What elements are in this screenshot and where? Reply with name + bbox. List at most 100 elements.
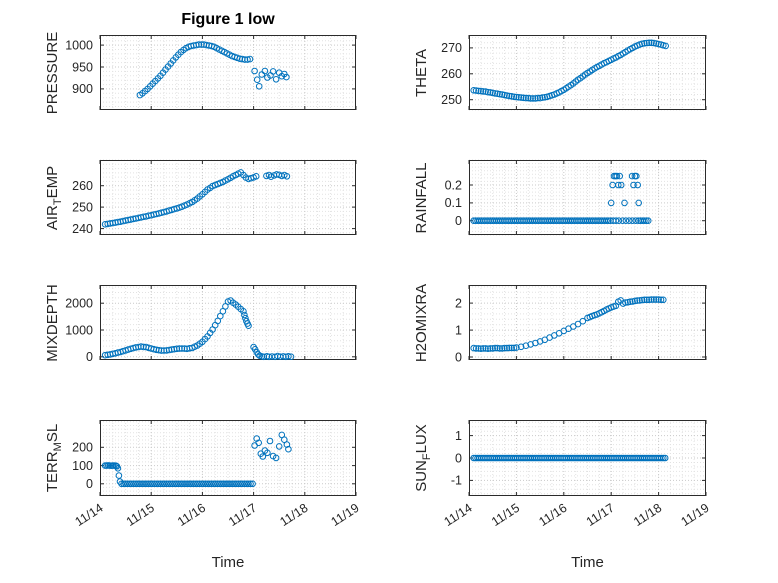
y-axis-label-sub: T	[52, 197, 64, 205]
svg-text:1000: 1000	[65, 38, 93, 52]
figure-title: Figure 1 low	[181, 11, 275, 28]
subplot-sunflux: -1 0 1 11/14 11/15 11/16 11/17 11/18 11/19 SUNFL…	[413, 420, 712, 529]
plot-area: 250 260 270	[441, 35, 707, 111]
svg-text:240: 240	[72, 222, 93, 236]
tick-labels: 900 950 1000	[65, 38, 93, 96]
tick-labels: 240 250 260	[72, 179, 93, 236]
y-axis-label-text: SUN	[413, 460, 430, 492]
svg-text:0: 0	[455, 451, 462, 465]
plot-area: 0 1 2	[455, 285, 707, 364]
axes-frame	[468, 285, 707, 360]
y-axis-label-text: TERR	[44, 451, 61, 493]
data-points	[470, 296, 667, 353]
y-axis-label-text: SL	[44, 423, 61, 443]
subplot-terrmsl: 0 100 200 11/14 11/15 11/16 11/17 11/18 11/19 TE…	[44, 420, 362, 529]
axes-frame	[99, 420, 357, 496]
grid	[100, 159, 356, 235]
tick-labels: 0 0.1 0.2	[445, 178, 462, 228]
data-points	[470, 172, 652, 225]
grid	[100, 420, 356, 496]
y-axis-label: AIRTEMP	[44, 165, 64, 229]
svg-text:0: 0	[86, 350, 93, 364]
grid	[100, 35, 356, 110]
tick-labels: 250 260 270	[441, 41, 462, 107]
y-axis-label-sub: F	[421, 453, 433, 461]
axes-frame	[99, 285, 357, 360]
svg-text:11/18: 11/18	[631, 501, 664, 529]
svg-text:0.1: 0.1	[445, 196, 462, 210]
svg-text:250: 250	[441, 93, 462, 107]
axes-frame	[99, 35, 357, 110]
grid	[469, 159, 706, 236]
svg-text:1000: 1000	[65, 323, 93, 337]
y-axis-label-sub: M	[52, 442, 64, 452]
svg-text:11/17: 11/17	[584, 501, 617, 529]
tick-labels: 0 1 2	[455, 296, 462, 364]
y-axis-label-text: RAINFALL	[413, 162, 430, 233]
x-axis-label: Time	[571, 554, 604, 571]
y-axis-label: TERRMSL	[44, 424, 64, 492]
svg-text:11/15: 11/15	[124, 501, 157, 529]
svg-text:2: 2	[455, 296, 462, 310]
grid	[469, 35, 706, 111]
subplot-theta: 250 260 270 THETA	[413, 35, 707, 111]
svg-text:11/19: 11/19	[329, 501, 362, 529]
svg-text:11/18: 11/18	[277, 501, 310, 529]
tick-labels: 0 1000 2000	[65, 297, 93, 365]
y-axis-label-text: EMP	[44, 165, 61, 198]
svg-text:250: 250	[72, 200, 93, 214]
svg-text:2000: 2000	[65, 297, 93, 311]
svg-text:900: 900	[72, 82, 93, 96]
y-axis-label: MIXDEPTH	[44, 284, 64, 362]
x-axis-label: Time	[211, 554, 245, 571]
svg-text:270: 270	[441, 41, 462, 55]
axes-frame	[468, 160, 707, 235]
y-axis-label-text: AIR	[44, 204, 61, 230]
data-points	[470, 454, 669, 462]
svg-text:1: 1	[455, 323, 462, 337]
y-axis-label-text: H2OMIXRA	[413, 283, 430, 362]
y-axis-label-text: LUX	[413, 424, 430, 454]
y-axis-label-text: MIXDEPTH	[44, 283, 61, 362]
y-axis-label: THETA	[413, 48, 433, 96]
data-points	[101, 169, 291, 228]
subplot-pressure: 900 950 1000 PRESSURE	[44, 31, 357, 114]
svg-text:11/15: 11/15	[489, 501, 522, 529]
data-points	[101, 431, 292, 488]
data-points	[470, 39, 669, 102]
axes-frame	[468, 420, 707, 496]
svg-text:11/14: 11/14	[442, 501, 475, 529]
grid	[100, 285, 356, 360]
svg-text:0: 0	[86, 477, 93, 491]
y-axis-label-text: THETA	[413, 48, 430, 97]
plot-area: 0 100 200 11/14 11/15 11/16 11/17 11/18 11/19	[72, 420, 362, 529]
plot-area: 0 1000 2000	[65, 285, 357, 364]
y-axis-label: RAINFALL	[413, 162, 433, 233]
plot-area: -1 0 1 11/14 11/15 11/16 11/17 11/18 11/19	[442, 420, 712, 529]
y-axis-label: PRESSURE	[44, 31, 64, 114]
subplot-airtemp: 240 250 260 AIRTEMP	[44, 159, 357, 236]
svg-text:260: 260	[72, 179, 93, 193]
y-axis-label: H2OMIXRA	[413, 283, 433, 361]
y-axis-label: SUNFLUX	[413, 424, 433, 492]
plot-area: 900 950 1000	[65, 35, 357, 110]
svg-text:11/19: 11/19	[679, 501, 712, 529]
svg-text:11/17: 11/17	[226, 501, 259, 529]
subplot-rainfall: 0 0.1 0.2 RAINFALL	[413, 159, 707, 236]
svg-text:0: 0	[455, 214, 462, 228]
svg-text:0.2: 0.2	[445, 178, 462, 192]
svg-text:100: 100	[72, 459, 93, 473]
subplot-mixdepth: 0 1000 2000 MIXDEPTH	[44, 284, 357, 364]
svg-text:-1: -1	[451, 474, 462, 488]
svg-text:0: 0	[455, 350, 462, 364]
svg-text:11/16: 11/16	[536, 501, 569, 529]
plot-area: 0 0.1 0.2	[445, 159, 707, 236]
plot-area: 240 250 260	[72, 159, 357, 236]
data-points	[101, 297, 295, 361]
axes-frame	[468, 35, 707, 110]
svg-text:11/16: 11/16	[175, 501, 208, 529]
y-axis-label-text: PRESSURE	[44, 31, 61, 114]
axes-frame	[99, 160, 357, 235]
svg-text:200: 200	[72, 441, 93, 455]
